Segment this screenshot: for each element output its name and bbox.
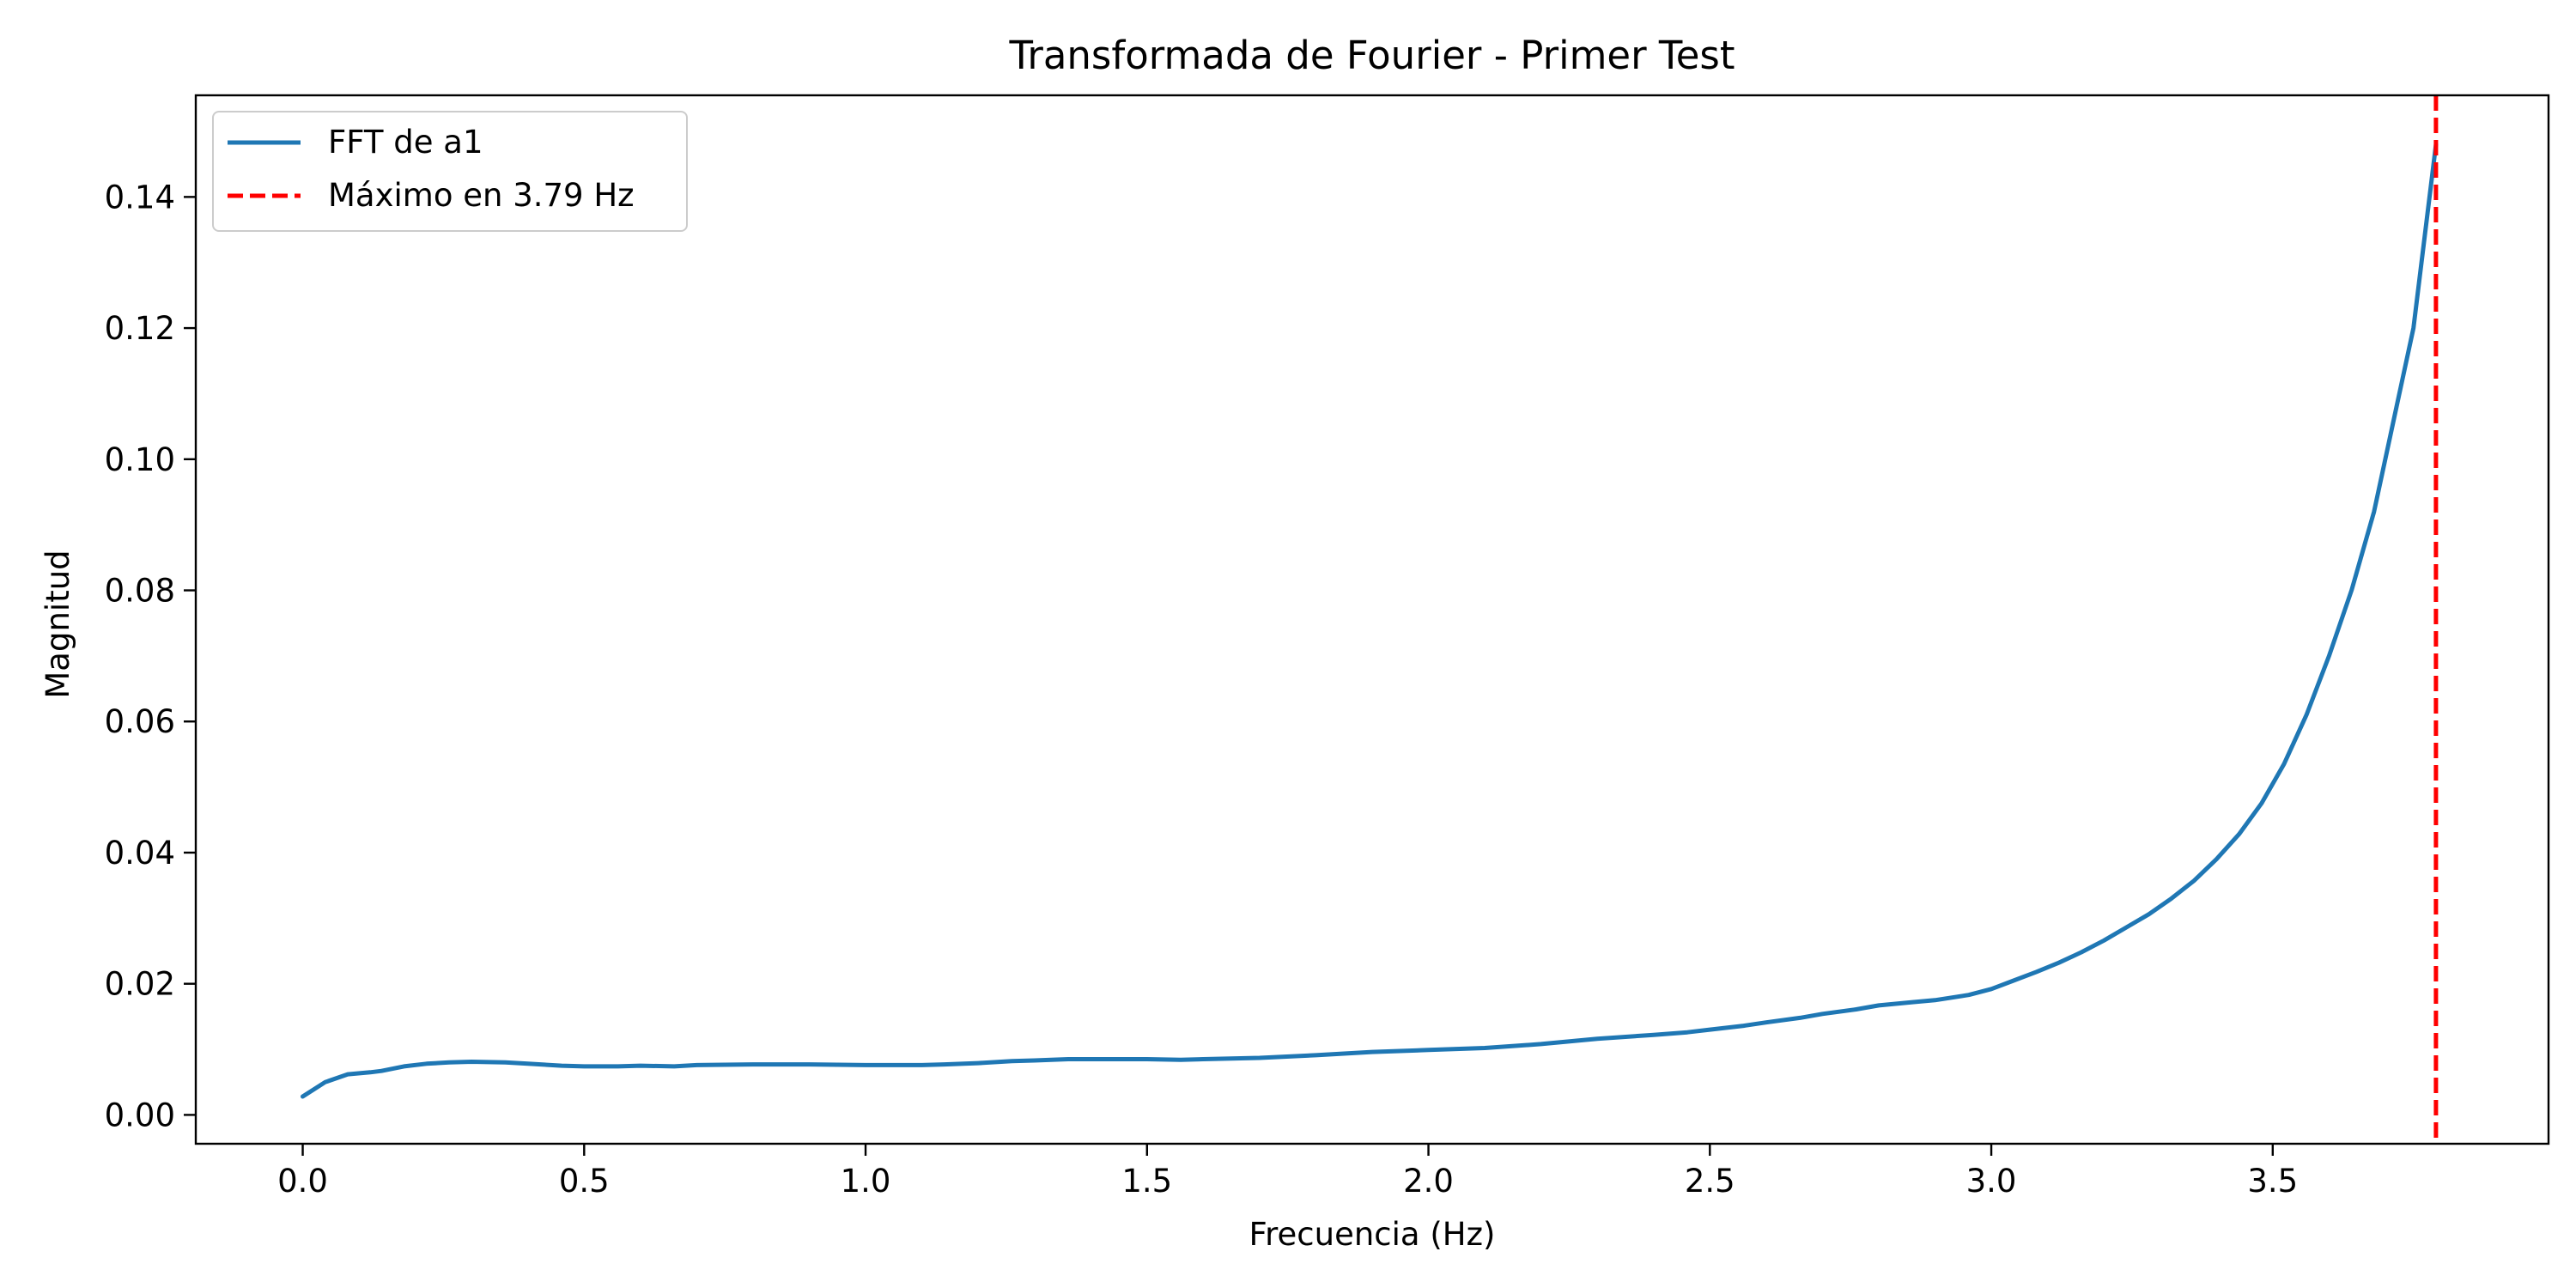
x-tick-label-0: 0.0 [277,1163,328,1200]
x-tick-label-6: 3.0 [1966,1163,2017,1200]
y-tick-label-2: 0.04 [105,835,175,872]
y-tick-label-4: 0.08 [105,573,175,610]
x-tick-label-1: 0.5 [559,1163,610,1200]
y-axis-label: Magnitud [39,550,76,698]
series-line-fft [301,142,2439,1099]
y-tick-label-1: 0.02 [105,966,175,1003]
plot-area [301,95,2439,1144]
x-tick-label-5: 2.5 [1685,1163,1735,1200]
y-tick-label-7: 0.14 [105,179,175,216]
x-axis-ticks: 0.0 0.5 1.0 1.5 2.0 2.5 3.0 3.5 [277,1144,2298,1200]
y-tick-label-5: 0.10 [105,441,175,478]
x-axis-label: Frecuencia (Hz) [1249,1216,1496,1253]
legend: FFT de a1 Máximo en 3.79 Hz [212,111,688,232]
x-tick-label-2: 1.0 [841,1163,891,1200]
legend-label-max: Máximo en 3.79 Hz [328,177,635,214]
y-tick-label-0: 0.00 [105,1097,175,1133]
y-tick-label-3: 0.06 [105,703,175,740]
legend-box [212,111,688,232]
plot-frame [194,94,2550,1145]
x-tick-label-3: 1.5 [1121,1163,1172,1200]
y-tick-label-6: 0.12 [105,310,175,347]
legend-label-fft: FFT de a1 [328,124,483,161]
chart-title: Transformada de Fourier - Primer Test [1008,33,1735,78]
x-tick-label-4: 2.0 [1403,1163,1454,1200]
y-axis-ticks: 0.00 0.02 0.04 0.06 0.08 0.10 0.12 0.14 [105,179,196,1133]
x-tick-label-7: 3.5 [2247,1163,2298,1200]
